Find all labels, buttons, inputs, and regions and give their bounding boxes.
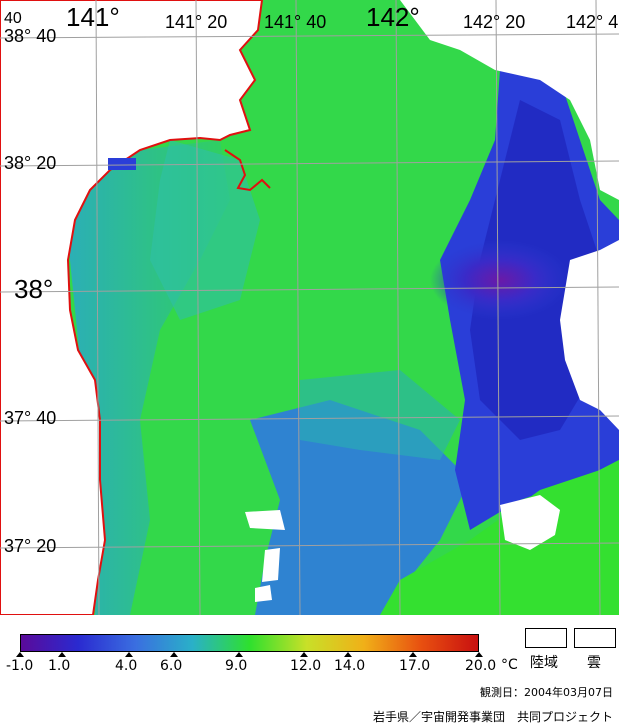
colorbar-tick-mark bbox=[409, 652, 417, 657]
sea-temperature-map bbox=[0, 0, 619, 615]
coastal-cyan-patch bbox=[150, 140, 260, 320]
colorbar-tick-label: 14.0 bbox=[334, 658, 366, 674]
cold-core bbox=[430, 240, 570, 320]
colorbar-tick-label: 1.0 bbox=[48, 658, 71, 674]
colorbar-tick-mark bbox=[344, 652, 352, 657]
lat-label-37-40: 37° 40 bbox=[4, 408, 57, 428]
temperature-unit: °C bbox=[501, 657, 518, 673]
lon-label-141-20: 141° 20 bbox=[165, 12, 228, 32]
colorbar-tick-label: 9.0 bbox=[225, 658, 248, 674]
coastline-detail bbox=[224, 149, 271, 192]
land-mass bbox=[0, 0, 264, 615]
lat-label-38: 38° bbox=[14, 274, 54, 304]
temperature-colorbar bbox=[20, 634, 479, 652]
cloud-legend-label: 雲 bbox=[587, 655, 601, 671]
colorbar-tick-mark bbox=[125, 652, 133, 657]
corner-label: 40 bbox=[4, 10, 22, 27]
colorbar-tick-mark bbox=[235, 652, 243, 657]
colorbar-tick-mark bbox=[475, 652, 483, 657]
colorbar-tick-mark bbox=[300, 652, 308, 657]
colorbar-tick-label: 12.0 bbox=[290, 658, 322, 674]
colorbar-tick-label: -1.0 bbox=[6, 658, 34, 674]
land-legend-label: 陸域 bbox=[530, 655, 558, 671]
colorbar-tick-label: 17.0 bbox=[399, 658, 431, 674]
cloud-legend-swatch bbox=[574, 628, 616, 648]
lon-label-141: 141° bbox=[66, 2, 120, 32]
colorbar-tick-mark bbox=[16, 652, 24, 657]
observation-date: 観測日：2004年03月07日 bbox=[480, 686, 613, 699]
lon-label-142-20: 142° 20 bbox=[463, 12, 526, 32]
lat-label-38-40: 38° 40 bbox=[4, 26, 57, 46]
lat-label-38-20: 38° 20 bbox=[4, 153, 57, 173]
lon-label-142-40: 142° 4 bbox=[566, 12, 619, 32]
colorbar-tick-label: 4.0 bbox=[115, 658, 138, 674]
colorbar-tick-label: 20.0 bbox=[465, 658, 497, 674]
colorbar-tick-label: 6.0 bbox=[160, 658, 183, 674]
bay-water bbox=[108, 158, 136, 170]
colorbar-tick-mark bbox=[58, 652, 66, 657]
southern-teal bbox=[300, 370, 460, 460]
land-legend-swatch bbox=[525, 628, 567, 648]
lon-label-142: 142° bbox=[366, 2, 420, 32]
lat-label-37-20: 37° 20 bbox=[4, 536, 57, 556]
graticule bbox=[0, 0, 619, 615]
project-credit: 岩手県／宇宙開発事業団 共同プロジェクト bbox=[372, 710, 613, 724]
colorbar-tick-mark bbox=[170, 652, 178, 657]
lon-label-141-40: 141° 40 bbox=[264, 12, 327, 32]
